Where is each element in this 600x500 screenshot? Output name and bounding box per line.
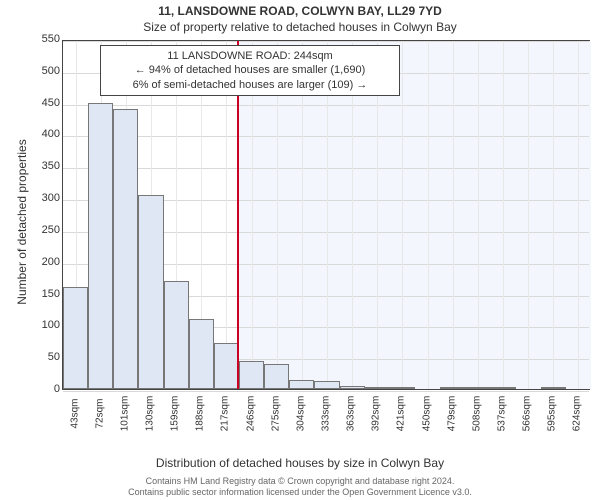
histogram-bar [264,364,289,389]
x-axis-label: Distribution of detached houses by size … [0,456,600,470]
chart-title-main: 11, LANSDOWNE ROAD, COLWYN BAY, LL29 7YD [0,4,600,18]
gridline-h [63,105,589,106]
footer-line2: Contains public sector information licen… [128,487,472,497]
x-tick-label: 304sqm [295,389,306,439]
histogram-bar [214,343,239,389]
gridline-v [428,41,429,389]
y-tick-label: 200 [24,256,60,268]
annotation-callout: 11 LANSDOWNE ROAD: 244sqm ← 94% of detac… [100,45,400,96]
annotation-line3: 6% of semi-detached houses are larger (1… [107,78,393,92]
copyright-footer: Contains HM Land Registry data © Crown c… [0,476,600,498]
y-tick-label: 250 [24,224,60,236]
chart-title-sub: Size of property relative to detached ho… [0,20,600,34]
x-tick-label: 246sqm [245,389,256,439]
y-tick-label: 450 [24,97,60,109]
gridline-v [578,41,579,389]
annotation-line1: 11 LANSDOWNE ROAD: 244sqm [107,49,393,63]
x-tick-label: 363sqm [346,389,357,439]
y-tick-label: 100 [24,319,60,331]
gridline-h [63,168,589,169]
x-tick-label: 72sqm [94,389,105,439]
footer-line1: Contains HM Land Registry data © Crown c… [146,476,455,486]
histogram-bar [138,195,163,389]
y-tick-label: 300 [24,192,60,204]
x-tick-label: 159sqm [170,389,181,439]
y-tick-label: 500 [24,65,60,77]
x-tick-label: 333sqm [321,389,332,439]
gridline-v [453,41,454,389]
histogram-bar [189,319,214,389]
x-tick-label: 130sqm [145,389,156,439]
x-tick-label: 101sqm [119,389,130,439]
y-tick-label: 50 [24,351,60,363]
x-tick-label: 188sqm [195,389,206,439]
histogram-bar [239,361,264,389]
x-tick-label: 43sqm [69,389,80,439]
x-tick-label: 624sqm [572,389,583,439]
gridline-h [63,136,589,137]
y-tick-label: 0 [24,383,60,395]
x-tick-label: 508sqm [471,389,482,439]
x-tick-label: 450sqm [421,389,432,439]
gridline-v [528,41,529,389]
x-tick-label: 392sqm [371,389,382,439]
gridline-v [553,41,554,389]
y-tick-label: 400 [24,128,60,140]
x-tick-label: 566sqm [522,389,533,439]
x-tick-label: 217sqm [220,389,231,439]
histogram-bar [63,287,88,389]
gridline-v [478,41,479,389]
y-tick-label: 350 [24,160,60,172]
histogram-bar [164,281,189,389]
histogram-bar [113,109,138,389]
histogram-bar [88,103,113,389]
annotation-line2: ← 94% of detached houses are smaller (1,… [107,63,393,77]
y-tick-label: 150 [24,288,60,300]
x-tick-label: 275sqm [270,389,281,439]
x-tick-label: 421sqm [396,389,407,439]
x-tick-label: 537sqm [497,389,508,439]
gridline-v [402,41,403,389]
y-tick-label: 550 [24,33,60,45]
x-tick-label: 479sqm [446,389,457,439]
x-tick-label: 595sqm [547,389,558,439]
gridline-v [503,41,504,389]
gridline-h [63,41,589,42]
